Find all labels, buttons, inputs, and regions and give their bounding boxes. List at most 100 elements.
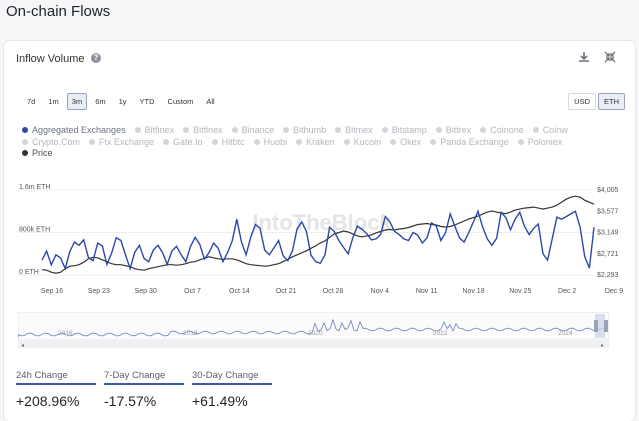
right-axis-label: $2,293 xyxy=(597,272,619,279)
x-axis-label: Dec 2 xyxy=(558,288,576,295)
scroll-right-icon[interactable]: ▸ xyxy=(601,343,604,348)
chart-legend: Aggregated Exchanges Bitfinex Bitfinex Bina… xyxy=(22,125,602,160)
navigator-handle-right[interactable] xyxy=(604,320,608,332)
range-button-1y[interactable]: 1y xyxy=(113,93,132,110)
right-axis-label: $2,721 xyxy=(597,251,619,258)
page-title: On-chain Flows xyxy=(6,3,111,20)
legend-dot-icon xyxy=(22,138,28,145)
legend-item[interactable]: Bithumb xyxy=(283,125,326,137)
range-button-1m[interactable]: 1m xyxy=(43,93,64,110)
x-axis-label: Oct 14 xyxy=(229,288,250,295)
legend-item[interactable]: Bitmex xyxy=(335,125,373,137)
legend-item[interactable]: Coinw xyxy=(532,125,568,137)
legend-item[interactable]: Kucoin xyxy=(343,136,382,149)
change-stat: 24h Change +208.96% xyxy=(16,370,96,409)
unit-button-eth[interactable]: ETH xyxy=(598,93,625,110)
navigator-line xyxy=(18,318,607,338)
navigator-year-label: 2022 xyxy=(433,330,448,337)
legend-dot-icon xyxy=(390,138,397,145)
legend-dot-icon xyxy=(89,138,96,145)
range-button-3m[interactable]: 3m xyxy=(66,93,88,110)
legend-label: Kraken xyxy=(306,136,335,147)
legend-label: Gate.Io xyxy=(173,136,203,147)
legend-item[interactable]: Binance xyxy=(231,125,274,137)
range-button-all[interactable]: All xyxy=(201,93,220,110)
navigator-scrollbar[interactable] xyxy=(18,341,609,348)
legend-label: Kucoin xyxy=(353,136,382,147)
legend-label: Bitstamp xyxy=(391,125,427,135)
x-axis-label: Oct 7 xyxy=(184,288,201,295)
navigator-track xyxy=(18,312,609,341)
legend-item[interactable]: Panda Exchange xyxy=(430,137,509,149)
range-button-6m[interactable]: 6m xyxy=(90,93,111,110)
legend-item[interactable]: Price xyxy=(22,148,53,160)
x-axis-label: Nov 25 xyxy=(509,288,531,295)
unit-selector: USD ETH xyxy=(568,93,625,110)
change-stat: 30-Day Change +61.49% xyxy=(192,370,272,409)
scroll-left-icon[interactable]: ◂ xyxy=(21,343,24,348)
range-button-ytd[interactable]: YTD xyxy=(134,93,160,110)
legend-dot-icon xyxy=(163,138,170,145)
right-axis-label: $4,005 xyxy=(597,187,619,194)
unit-button-usd[interactable]: USD xyxy=(568,93,596,110)
right-axis: $4,005 $3,577 $3,149 $2,721 $2,293 xyxy=(597,187,619,279)
legend-dot-icon xyxy=(435,127,442,133)
legend-item[interactable]: Bittrex xyxy=(435,125,472,137)
change-stats: 24h Change +208.96% 7-Day Change -17.57% 30-… xyxy=(16,370,272,409)
legend-dot-icon xyxy=(430,138,437,145)
legend-label: Bitfinex xyxy=(193,125,223,135)
legend-item[interactable]: Bitstamp xyxy=(381,125,427,137)
legend-dot-icon xyxy=(343,138,350,145)
change-stat-label: 24h Change xyxy=(16,370,96,385)
change-stat-label: 7-Day Change xyxy=(104,370,184,385)
left-axis-label: 1.6m ETH xyxy=(19,184,51,191)
x-axis-label: Dec 9 xyxy=(605,288,623,295)
legend-dot-icon xyxy=(183,127,190,133)
x-axis-label: Nov 11 xyxy=(416,288,438,295)
legend-label: Bitmex xyxy=(345,125,373,135)
legend-dot-icon xyxy=(480,127,487,133)
legend-item[interactable]: Huobi xyxy=(253,137,287,149)
left-axis-label: 0 ETH xyxy=(19,269,39,276)
legend-item[interactable]: Poloniex xyxy=(517,137,562,149)
legend-label: Okex xyxy=(400,136,422,147)
card-title: Inflow Volume xyxy=(16,53,85,65)
navigator-handle-left[interactable] xyxy=(594,320,598,332)
legend-item[interactable]: Bitfinex xyxy=(134,125,174,137)
legend-item[interactable]: Hitbtc xyxy=(211,136,245,149)
left-axis-label: 800k ETH xyxy=(19,227,50,234)
collapse-icon[interactable] xyxy=(603,51,617,65)
legend-dot-icon xyxy=(532,127,539,133)
legend-item[interactable]: Coinone xyxy=(480,125,524,137)
navigator-selection[interactable] xyxy=(595,314,605,338)
navigator-year-label: 2024 xyxy=(558,330,573,337)
legend-item[interactable]: Gate.Io xyxy=(163,137,203,149)
collapse-icon-glyph xyxy=(604,51,616,63)
legend-label: Hitbtc xyxy=(221,136,245,147)
range-selector: 7d 1m 3m 6m 1y YTD Custom All xyxy=(22,93,220,110)
help-icon[interactable]: ? xyxy=(91,53,101,63)
change-stat-value: -17.57% xyxy=(104,393,157,409)
range-button-7d[interactable]: 7d xyxy=(22,93,41,110)
legend-item[interactable]: Aggregated Exchanges xyxy=(22,125,126,137)
x-axis-label: Sep 30 xyxy=(135,288,157,295)
legend-item[interactable]: Crypto.Com xyxy=(22,137,80,149)
legend-item[interactable]: Bitfinex xyxy=(183,125,223,137)
legend-item[interactable]: Kraken xyxy=(296,137,335,149)
legend-label: Bithumb xyxy=(293,125,327,135)
legend-dot-icon xyxy=(381,127,388,133)
legend-dot-icon xyxy=(517,138,524,145)
legend-dot-icon xyxy=(335,127,342,133)
change-stat-label: 30-Day Change xyxy=(192,370,272,385)
legend-item[interactable]: Okex xyxy=(390,137,421,149)
legend-label: Coinw xyxy=(542,125,568,135)
legend-label: Bittrex xyxy=(445,125,472,135)
inflow-line xyxy=(41,209,595,271)
download-icon[interactable] xyxy=(577,51,591,65)
legend-item[interactable]: Ftx Exchange xyxy=(89,137,154,149)
range-button-custom[interactable]: Custom xyxy=(162,93,199,110)
legend-dot-icon xyxy=(231,127,238,133)
navigator-years: 2016 2018 2020 2022 2024 xyxy=(58,330,573,337)
chart-navigator[interactable]: 2016 2018 2020 2022 2024 ◂ ▸ xyxy=(18,312,609,348)
change-stat-value: +208.96% xyxy=(16,393,80,409)
